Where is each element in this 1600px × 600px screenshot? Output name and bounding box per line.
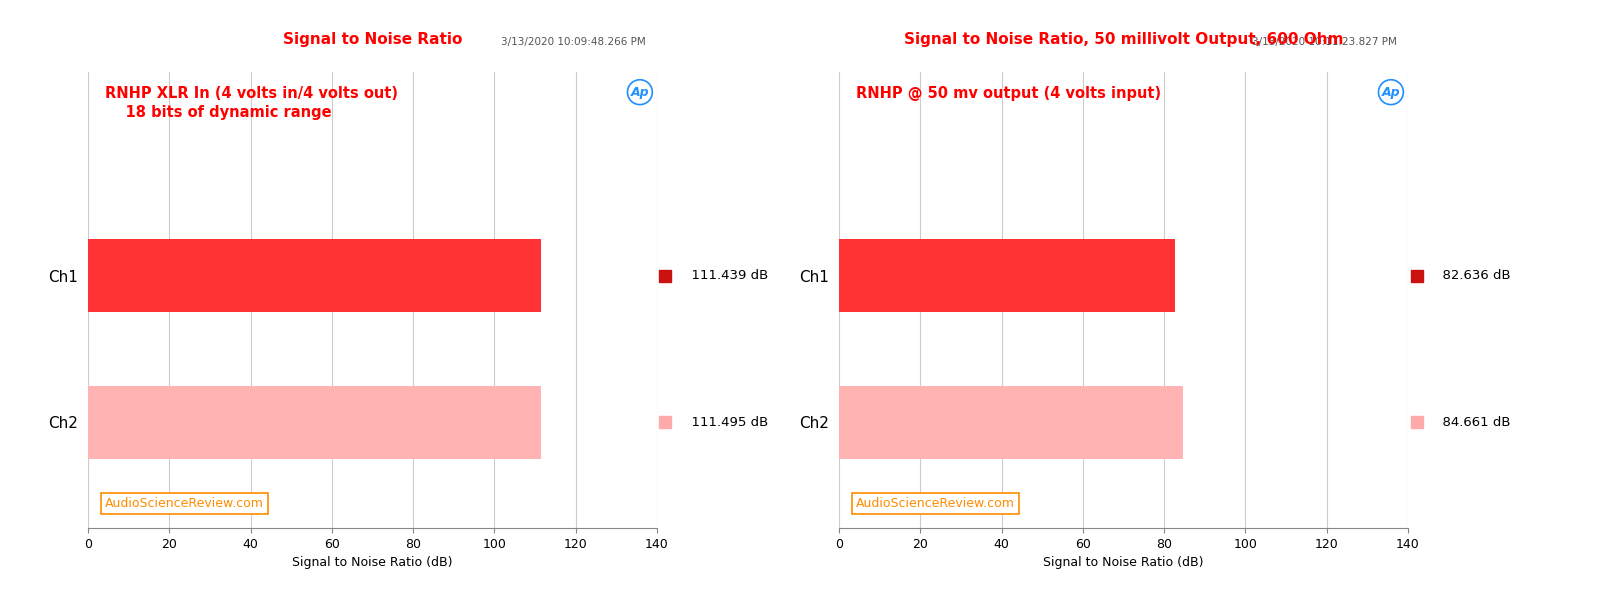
Text: 111.495 dB: 111.495 dB [683,416,768,428]
Bar [88,239,541,312]
Bar [838,239,1174,312]
Title: Signal to Noise Ratio: Signal to Noise Ratio [283,32,462,47]
Text: AudioScienceReview.com: AudioScienceReview.com [856,497,1014,510]
Bar [88,385,541,459]
Text: RNHP XLR In (4 volts in/4 volts out)
    18 bits of dynamic range: RNHP XLR In (4 volts in/4 volts out) 18 … [106,86,398,121]
Text: RNHP @ 50 mv output (4 volts input): RNHP @ 50 mv output (4 volts input) [856,86,1162,101]
X-axis label: Signal to Noise Ratio (dB): Signal to Noise Ratio (dB) [1043,556,1203,569]
Text: 111.439 dB: 111.439 dB [683,269,768,282]
Text: 3/13/2020 10:11:23.827 PM: 3/13/2020 10:11:23.827 PM [1251,37,1397,47]
Text: 82.636 dB: 82.636 dB [1434,269,1510,282]
Text: AudioScienceReview.com: AudioScienceReview.com [106,497,264,510]
Text: Ap: Ap [630,86,650,98]
Text: 84.661 dB: 84.661 dB [1434,416,1510,428]
X-axis label: Signal to Noise Ratio (dB): Signal to Noise Ratio (dB) [293,556,453,569]
Title: Signal to Noise Ratio, 50 millivolt Output, 600 Ohm: Signal to Noise Ratio, 50 millivolt Outp… [904,32,1344,47]
Bar [838,385,1182,459]
Text: Ap: Ap [1382,86,1400,98]
Text: 3/13/2020 10:09:48.266 PM: 3/13/2020 10:09:48.266 PM [501,37,645,47]
